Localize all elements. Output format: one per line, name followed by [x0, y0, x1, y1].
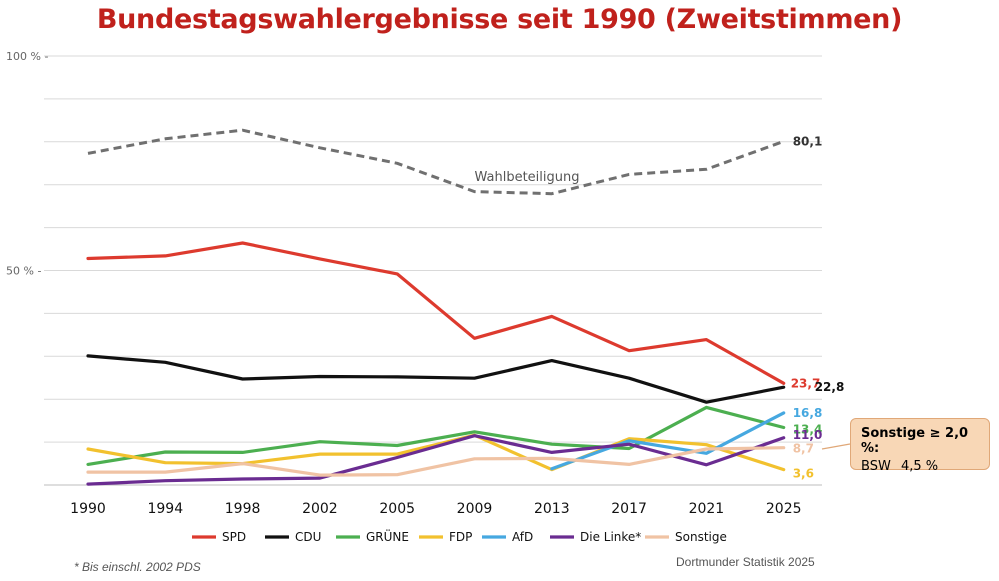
callout-party: BSW — [861, 459, 891, 474]
chart-title: Bundestagswahlergebnisse seit 1990 (Zwei… — [96, 4, 903, 35]
x-tick-label: 2013 — [534, 501, 570, 517]
legend-label: Sonstige — [675, 530, 727, 544]
end-label-cdu: 22,8 — [815, 380, 845, 394]
legend-label: Die Linke* — [580, 530, 641, 544]
x-tick-label: 2002 — [302, 501, 338, 517]
series-line-sonstige — [86, 446, 786, 477]
end-label-grüne: 13,4 — [793, 423, 823, 437]
x-tick-label: 2025 — [766, 501, 802, 517]
end-label-sonstige: 8,7 — [793, 442, 814, 456]
x-tick-label: 2009 — [457, 501, 493, 517]
series-line-wahlbeteiligung — [87, 128, 785, 196]
end-label-fdp: 3,6 — [793, 467, 814, 481]
legend-label: GRÜNE — [366, 528, 409, 544]
series-line-die-linke — [86, 434, 786, 486]
series-line-spd — [86, 241, 786, 385]
series-line-cdu — [86, 354, 786, 404]
end-label-die-linke: 11,0 — [793, 428, 823, 442]
callout-value: 4,5 % — [900, 459, 939, 474]
x-tick-label: 1990 — [70, 501, 106, 517]
x-tick-label: 1994 — [147, 501, 183, 517]
y-tick-label: 100 % - — [6, 50, 48, 63]
series-label-wahlbeteiligung: Wahlbeteiligung — [474, 170, 579, 185]
callout-connector — [821, 443, 851, 450]
end-label-spd: 23,7 — [791, 376, 821, 390]
sonstige-callout: Sonstige ≥ 2,0 %: BSW 4,5 % — [850, 418, 990, 474]
series-line-fdp — [86, 433, 786, 472]
x-tick-label: 2005 — [379, 501, 415, 517]
legend-label: AfD — [512, 530, 533, 544]
end-label-wahlbeteiligung: 80,1 — [793, 134, 823, 148]
y-tick-label: 50 % - — [6, 265, 41, 278]
series-line-afd — [550, 411, 786, 471]
x-tick-label: 2021 — [689, 501, 725, 517]
callout-heading: Sonstige ≥ 2,0 %: — [861, 426, 969, 456]
x-tick-label: 2017 — [611, 501, 647, 517]
legend-label: SPD — [222, 530, 246, 544]
legend-label: CDU — [295, 530, 321, 544]
callout-body: BSW 4,5 % — [861, 459, 979, 474]
series-line-grüne — [86, 405, 786, 466]
x-tick-label: 1998 — [225, 501, 261, 517]
legend-label: FDP — [449, 530, 472, 544]
footnote: * Bis einschl. 2002 PDS — [74, 560, 201, 574]
source-note: Dortmunder Statistik 2025 — [676, 555, 815, 569]
end-label-afd: 16,8 — [793, 406, 823, 420]
